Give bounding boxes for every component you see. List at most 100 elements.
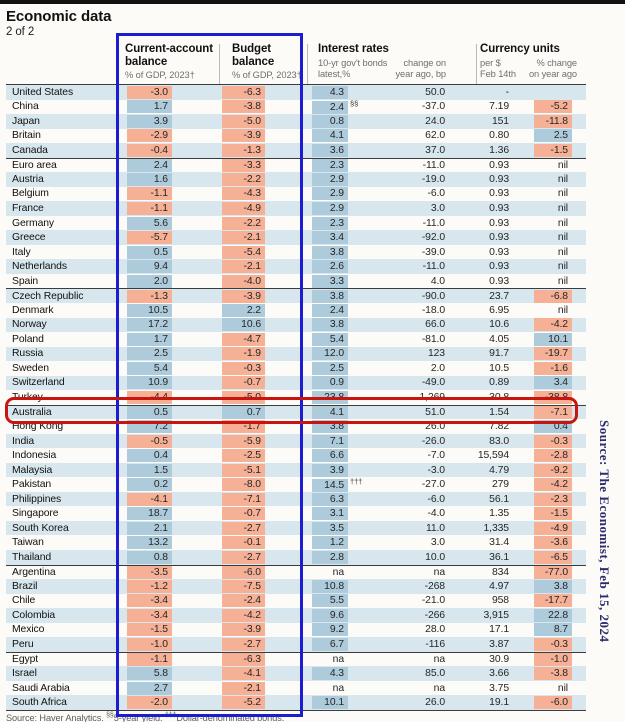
- table-row-argentina: Argentina -3.5 -6.0 na na 834 -77.0: [6, 564, 586, 580]
- col-header-budget-line2: balance: [232, 56, 275, 68]
- interest-rate-cell: 5.5: [308, 594, 364, 608]
- currency-per-dollar-cell: 56.1: [489, 493, 509, 505]
- interest-rate-cell: 2.9: [308, 187, 364, 201]
- currency-per-dollar-cell: 3.75: [489, 682, 509, 694]
- interest-rate-cell: 23.8: [308, 390, 364, 404]
- currency-change-cell: nil: [557, 232, 568, 244]
- rate-change-cell: 28.0: [425, 624, 445, 636]
- table-row-mexico: Mexico -1.5 -3.9 9.2 28.0 17.1 8.7: [6, 623, 586, 638]
- budget-balance-cell: -3.3: [190, 158, 308, 172]
- rate-change-cell: -27.0: [421, 479, 445, 491]
- currency-change-cell: -5.2: [514, 100, 586, 114]
- currency-per-dollar-cell: 36.1: [489, 551, 509, 563]
- currency-change-cell: -6.8: [514, 289, 586, 303]
- col-header-currency-units: Currency units: [480, 43, 560, 55]
- currency-per-dollar-cell: 17.1: [489, 624, 509, 636]
- currency-change-cell: nil: [557, 304, 568, 316]
- rate-change-cell: 26.0: [425, 697, 445, 709]
- table-row-hong-kong: Hong Kong 7.2 -1.7 3.8 26.0 7.82 0.4: [6, 419, 586, 434]
- budget-balance-cell: -2.1: [190, 681, 308, 695]
- table-row-france: France -1.1 -4.9 2.9 3.0 0.93 nil: [6, 201, 586, 216]
- footnote: Source: Haver Analytics. §§5-year yield.…: [6, 712, 284, 722]
- rate-change-cell: 24.0: [425, 115, 445, 127]
- current-account-cell: -1.0: [118, 637, 190, 651]
- current-account-cell: -3.4: [118, 608, 190, 622]
- currency-change-cell: 10.1: [514, 332, 586, 346]
- rate-change-cell: -11.0: [422, 159, 446, 171]
- budget-balance-cell: -2.2: [190, 216, 308, 230]
- interest-rate-cell: 2.8: [308, 550, 364, 564]
- interest-rate-cell: 3.3: [308, 274, 364, 288]
- rate-change-cell: na: [433, 682, 445, 694]
- col-subheader-interest-right: change on year ago, bp: [366, 58, 447, 80]
- budget-balance-cell: -2.5: [190, 449, 308, 463]
- rate-change-cell: -266: [424, 609, 446, 621]
- table-row-russia: Russia 2.5 -1.9 12.0 123 91.7 -19.7: [6, 346, 586, 362]
- budget-balance-cell: -7.5: [190, 579, 308, 593]
- interest-rate-cell: 9.6: [308, 608, 364, 622]
- interest-rate-cell: 3.9: [308, 463, 364, 477]
- current-account-cell: 17.2: [118, 318, 190, 332]
- currency-change-cell: -3.6: [514, 536, 586, 550]
- currency-change-cell: -6.5: [514, 550, 586, 564]
- current-account-cell: 0.8: [118, 550, 190, 564]
- budget-balance-cell: -3.9: [190, 129, 308, 143]
- current-account-cell: -0.4: [118, 143, 190, 157]
- budget-balance-cell: -6.3: [190, 85, 308, 99]
- currency-change-cell: -1.0: [514, 652, 586, 666]
- currency-per-dollar-cell: 30.8: [489, 391, 509, 403]
- budget-balance-cell: -8.0: [190, 478, 308, 492]
- table-row-norway: Norway 17.2 10.6 3.8 66.0 10.6 -4.2: [6, 317, 586, 333]
- currency-per-dollar-cell: 1.35: [489, 508, 509, 520]
- current-account-cell: 18.7: [118, 507, 190, 521]
- rate-change-cell: 50.0: [425, 86, 445, 98]
- current-account-cell: 0.5: [118, 405, 190, 419]
- table-row-germany: Germany 5.6 -2.2 2.3 -11.0 0.93 nil: [6, 216, 586, 231]
- budget-balance-cell: 0.7: [190, 405, 308, 419]
- table-row-united-states: United States -3.0 -6.3 4.3 50.0 -: [6, 85, 586, 100]
- current-account-cell: 10.5: [118, 303, 190, 317]
- rate-change-cell: 1,269: [419, 391, 445, 403]
- col-subheader-current-account: % of GDP, 2023†: [125, 70, 195, 80]
- footnote-yield: 5-year yield.: [113, 713, 163, 722]
- table-row-brazil: Brazil -1.2 -7.5 10.8 -268 4.97 3.8: [6, 579, 586, 594]
- country-label: Netherlands: [12, 261, 67, 273]
- budget-balance-cell: 2.2: [190, 303, 308, 317]
- budget-balance-cell: -1.3: [190, 143, 308, 157]
- interest-rate-cell: 2.6: [308, 260, 364, 274]
- current-account-cell: 2.5: [118, 347, 190, 361]
- country-label: Chile: [12, 595, 36, 607]
- current-account-cell: 7.2: [118, 419, 190, 433]
- table-row-switzerland: Switzerland 10.9 -0.7 0.9 -49.0 0.89 3.4: [6, 375, 586, 391]
- table-row-poland: Poland 1.7 -4.7 5.4 -81.0 4.05 10.1: [6, 332, 586, 347]
- budget-balance-cell: -5.9: [190, 434, 308, 448]
- rate-change-cell: 123: [427, 348, 445, 360]
- currency-per-dollar-cell: 15,594: [477, 450, 509, 462]
- current-account-cell: -3.5: [118, 565, 190, 579]
- rate-change-cell: -21.0: [421, 595, 445, 607]
- table-row-greece: Greece -5.7 -2.1 3.4 -92.0 0.93 nil: [6, 230, 586, 245]
- col-subheader-currency-right: % change on year ago: [497, 58, 577, 80]
- col-subheader-budget: % of GDP, 2023†: [232, 70, 302, 80]
- currency-per-dollar-cell: 4.97: [489, 580, 509, 592]
- country-label: Greece: [12, 232, 46, 244]
- currency-change-cell: 3.8: [514, 579, 586, 593]
- interest-rate-cell: 10.8: [308, 579, 364, 593]
- interest-rate-cell: na: [332, 682, 344, 694]
- rate-change-cell: -11.0: [422, 261, 446, 273]
- interest-rate-cell: 2.9: [308, 202, 364, 216]
- country-label: Saudi Arabia: [12, 682, 70, 694]
- subheader-feb-14th: Feb 14th: [480, 69, 516, 79]
- budget-balance-cell: -2.2: [190, 172, 308, 186]
- footnote-mark-dagger: †††: [164, 712, 177, 719]
- rate-change-cell: 3.0: [430, 537, 445, 549]
- currency-per-dollar-cell: 7.82: [489, 420, 509, 432]
- rate-change-cell: 11.0: [425, 522, 445, 534]
- subheader-latest: latest,%: [318, 69, 351, 79]
- country-label: Egypt: [12, 653, 39, 665]
- current-account-cell: -2.0: [118, 696, 190, 710]
- budget-balance-cell: -2.7: [190, 521, 308, 535]
- rate-change-cell: -92.0: [421, 232, 445, 244]
- current-account-cell: -1.3: [118, 289, 190, 303]
- country-label: Germany: [12, 217, 55, 229]
